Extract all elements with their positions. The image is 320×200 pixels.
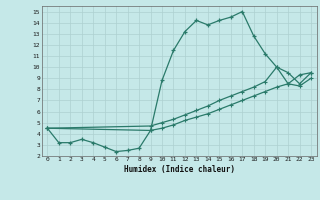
X-axis label: Humidex (Indice chaleur): Humidex (Indice chaleur) bbox=[124, 165, 235, 174]
